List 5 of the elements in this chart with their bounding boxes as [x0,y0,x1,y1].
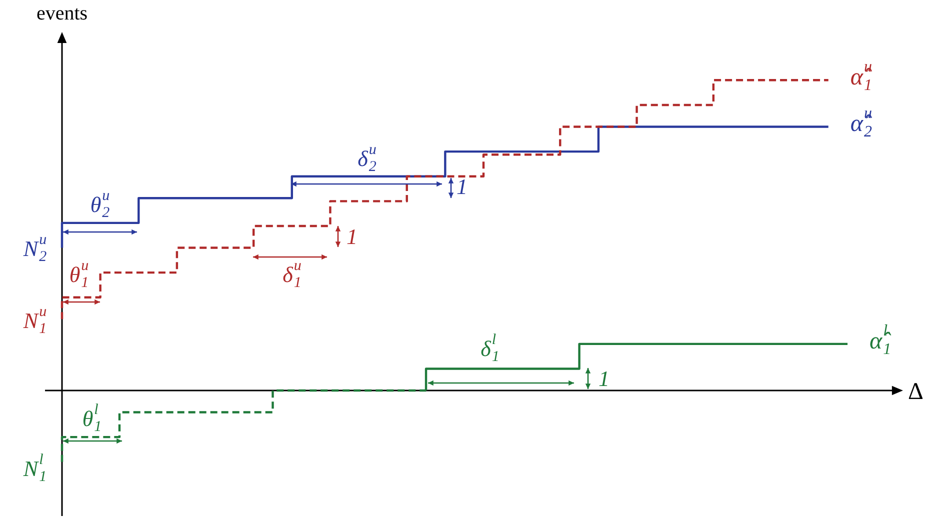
y-axis-title: events [36,2,88,24]
annotation: 1 [598,366,610,391]
annotation: 1 [456,174,468,199]
x-axis-title: Δ [908,378,924,405]
annotation: 1 [346,224,358,249]
